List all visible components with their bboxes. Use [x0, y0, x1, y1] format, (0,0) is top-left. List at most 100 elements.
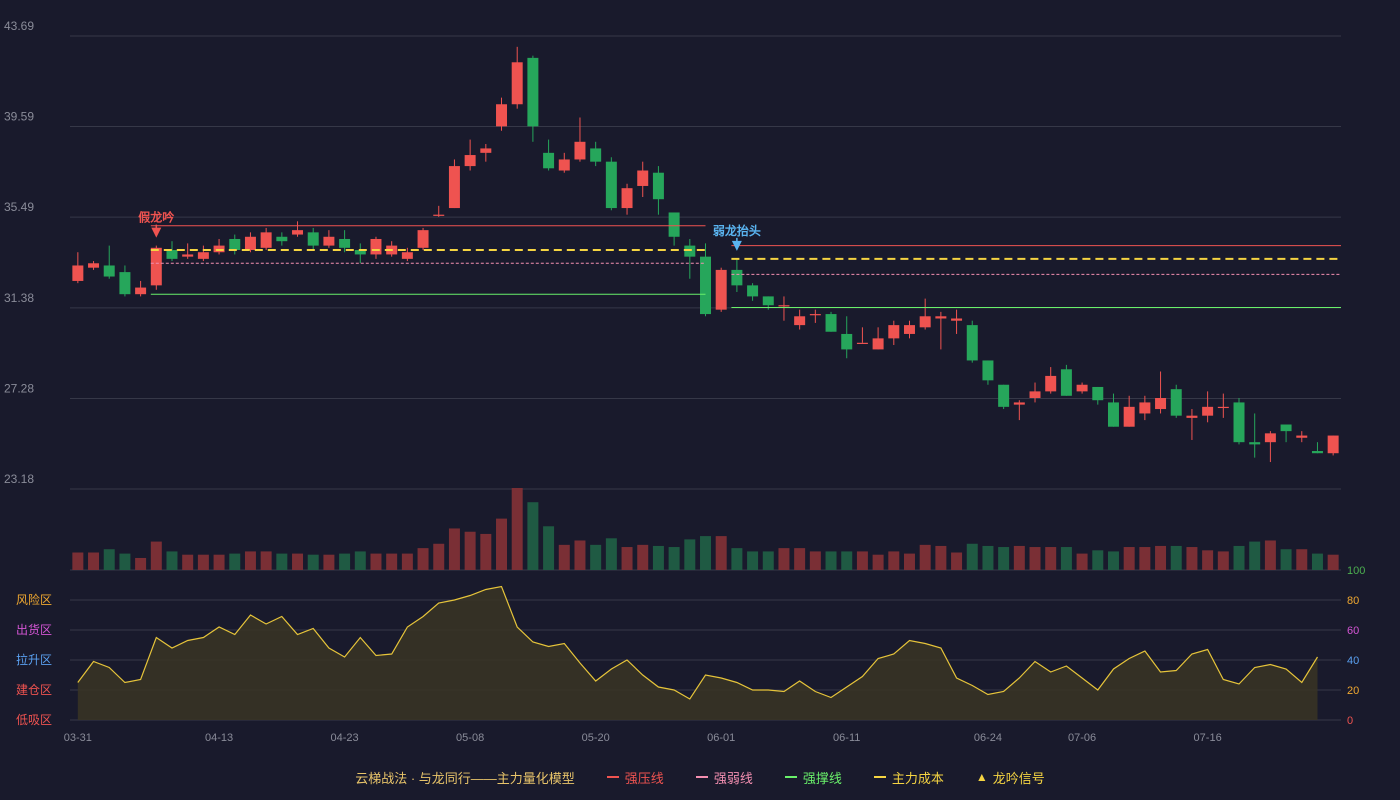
volume-bar	[856, 551, 868, 570]
volume-bar	[150, 541, 162, 570]
candlestick	[1217, 393, 1229, 418]
volume-bar	[511, 488, 523, 570]
date-tick-label: 07-06	[1068, 732, 1096, 744]
volume-bar	[888, 551, 900, 570]
candlestick	[213, 238, 225, 255]
candlestick	[464, 139, 476, 171]
volume-bar	[1186, 547, 1198, 570]
candlestick	[1107, 393, 1119, 427]
candlestick	[1076, 382, 1088, 394]
legend-item-dragon-signal[interactable]: ▲ 龙吟信号	[976, 768, 1045, 787]
candle-body	[1217, 406, 1229, 409]
volume-bar	[1029, 547, 1041, 570]
candlestick	[1280, 424, 1292, 443]
candlestick	[605, 157, 617, 211]
candlestick	[1311, 442, 1323, 454]
legend-item-weak-line[interactable]: 强弱线	[695, 768, 753, 787]
volume-bar	[1311, 553, 1323, 570]
volume-bar	[244, 551, 256, 570]
date-tick-label: 06-11	[833, 732, 860, 744]
candle-body	[1311, 451, 1323, 454]
grid-lines	[70, 35, 1341, 721]
volume-bar	[1202, 550, 1214, 570]
volume-bar	[496, 518, 508, 570]
candlestick	[778, 296, 790, 321]
volume-bar	[386, 553, 398, 570]
volume-bar	[1139, 547, 1151, 570]
candle-body	[1123, 406, 1135, 427]
candle-body	[511, 62, 523, 105]
price-tick-label: 39.59	[4, 110, 34, 124]
volume-bars	[72, 488, 1339, 570]
candlestick	[998, 384, 1010, 410]
candlestick	[652, 166, 664, 215]
candlestick	[244, 232, 256, 253]
date-x-ticks: 03-31 04-13 04-23 05-08 05-20 06-01 06-11 06-24…	[64, 732, 1222, 744]
volume-bar	[307, 554, 319, 570]
oscillator-fill	[77, 586, 1318, 720]
volume-bar	[668, 547, 680, 570]
legend-item-strong-support[interactable]: 强撑线	[784, 768, 842, 787]
candlestick	[1296, 431, 1308, 443]
price-tick-label: 23.18	[4, 472, 34, 486]
candlestick	[135, 280, 147, 297]
candlestick	[1060, 364, 1072, 396]
candlestick	[1249, 413, 1261, 458]
candlestick	[386, 241, 398, 257]
candle-body	[244, 236, 256, 251]
oscillator-tick-label: 20	[1347, 685, 1359, 697]
candle-body	[903, 325, 915, 334]
volume-bar	[1217, 551, 1229, 570]
candlestick	[1202, 391, 1214, 423]
volume-bar	[1280, 549, 1292, 570]
candlestick	[307, 227, 319, 251]
date-tick-label: 07-16	[1194, 732, 1222, 744]
arrow-down-icon	[151, 227, 162, 238]
volume-bar	[809, 551, 821, 570]
volume-bar	[1233, 545, 1245, 570]
candlestick	[1013, 400, 1025, 421]
volume-bar	[182, 554, 194, 570]
volume-bar	[1045, 547, 1057, 570]
candle-body	[543, 152, 555, 169]
price-tick-label: 31.38	[4, 291, 34, 305]
candlestick	[888, 320, 900, 345]
candlestick	[731, 258, 743, 292]
volume-bar	[213, 554, 225, 570]
candle-body	[794, 316, 806, 326]
legend-item-main-cost[interactable]: 主力成本	[873, 768, 944, 787]
candlestick	[856, 327, 868, 344]
volume-bar	[197, 554, 209, 570]
volume-bar	[1060, 547, 1072, 570]
candle-body	[590, 148, 602, 162]
candlestick	[872, 327, 884, 350]
volume-bar	[998, 547, 1010, 570]
candle-body	[1139, 402, 1151, 414]
candle-body	[72, 265, 84, 281]
candle-body	[119, 272, 131, 295]
legend-item-strong-pressure[interactable]: 强压线	[606, 768, 664, 787]
zone-label: 风险区	[16, 592, 52, 607]
candlestick	[433, 205, 445, 217]
candlestick	[339, 230, 351, 253]
candlestick	[182, 243, 194, 259]
volume-bar	[1155, 545, 1167, 570]
legend-title-text: 云梯战法 · 与龙同行——主力量化模型	[355, 770, 575, 786]
candle-body	[637, 170, 649, 186]
candlestick	[401, 247, 413, 262]
volume-bar	[1092, 550, 1104, 570]
volume-bar	[292, 553, 304, 570]
candle-body	[621, 188, 633, 209]
candlestick	[197, 245, 209, 262]
volume-bar	[260, 551, 272, 570]
candle-body	[339, 238, 351, 248]
date-tick-label: 04-13	[205, 732, 233, 744]
candlestick	[825, 311, 837, 332]
candlestick	[1029, 382, 1041, 403]
signal-label: 假龙吟	[138, 210, 174, 225]
zone-label: 低吸区	[16, 713, 52, 727]
candle-body	[433, 214, 445, 216]
candle-body	[527, 57, 539, 127]
legend-title: 云梯战法 · 与龙同行——主力量化模型	[355, 768, 575, 787]
candlestick	[1327, 435, 1339, 456]
